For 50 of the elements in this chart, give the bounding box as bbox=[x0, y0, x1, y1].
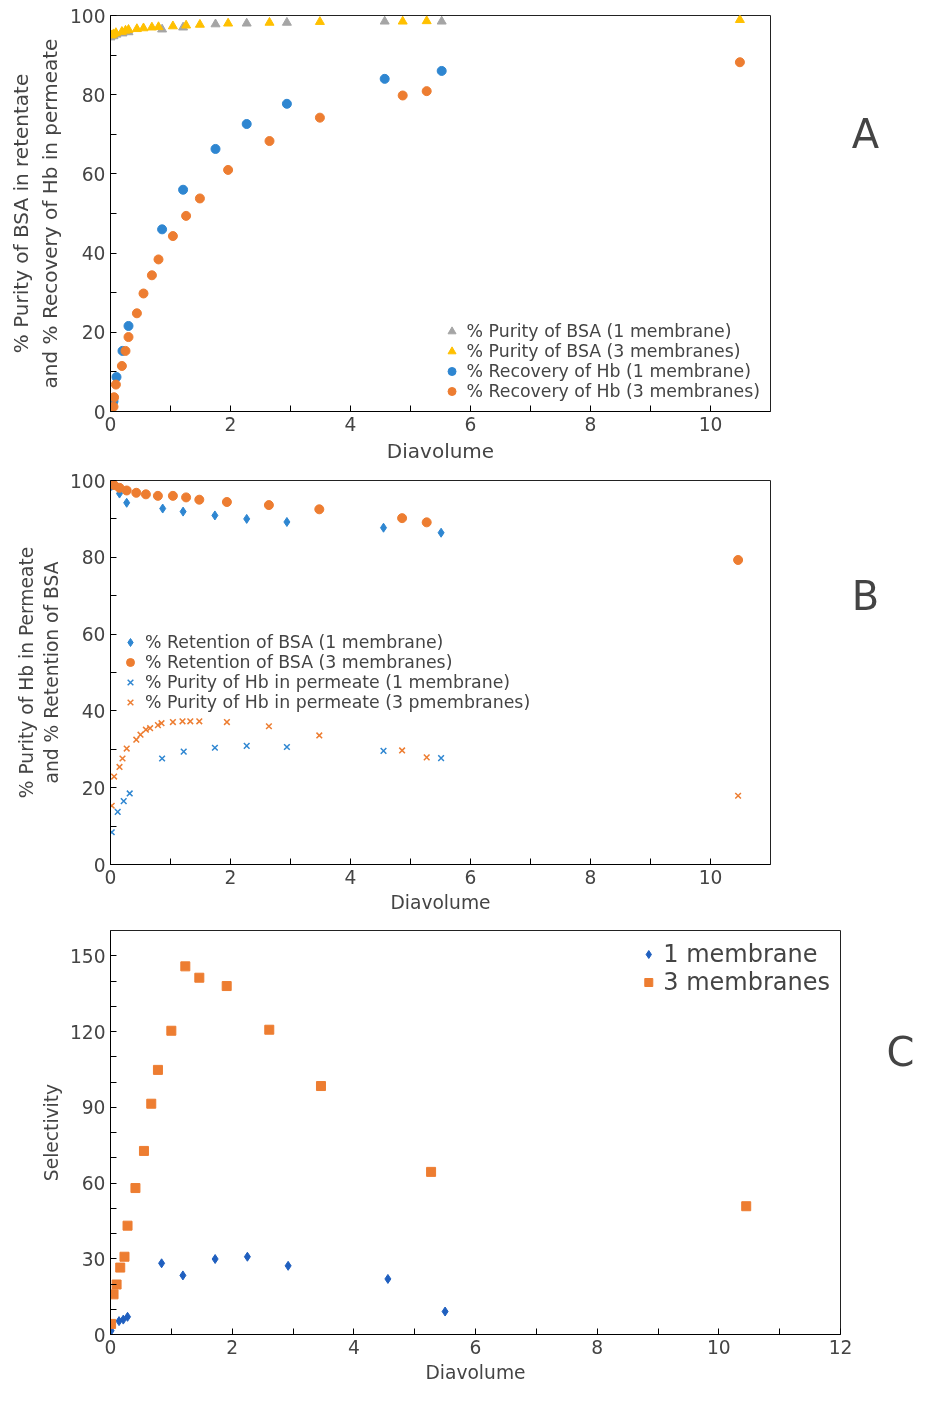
x-tick-label: 6 bbox=[469, 1336, 482, 1358]
y-tick-label: 30 bbox=[81, 1248, 106, 1270]
y-tick-label: 60 bbox=[81, 163, 106, 185]
y-tick-label: 100 bbox=[69, 470, 106, 492]
x-axis-title: Diavolume bbox=[390, 891, 491, 913]
legend-label: % Purity of Hb in permeate (1 membrane) bbox=[145, 672, 511, 692]
y-tick-label: 120 bbox=[69, 1021, 106, 1043]
x-tick-label: 4 bbox=[344, 413, 357, 435]
x-axis-title: Diavolume bbox=[386, 438, 495, 463]
x-tick-label: 2 bbox=[224, 413, 237, 435]
y-tick-label: 100 bbox=[69, 5, 106, 27]
legend-label: % Purity of Hb in permeate (3 pmembranes) bbox=[145, 692, 531, 712]
x-tick-label: 2 bbox=[224, 866, 237, 888]
text: B bbox=[851, 572, 880, 619]
x-tick-label: 8 bbox=[591, 1336, 604, 1358]
legend-label: % Purity of BSA (3 membranes) bbox=[466, 341, 741, 361]
y-tick-label: 60 bbox=[81, 1173, 106, 1194]
legend-label: 1 membrane bbox=[663, 940, 818, 968]
legend-label: % Retention of BSA (1 membrane) bbox=[145, 632, 444, 652]
y-tick-label: 20 bbox=[81, 777, 106, 799]
x-tick-label: 10 bbox=[698, 413, 723, 435]
legend-label: % Recovery of Hb (3 membranes) bbox=[466, 381, 760, 401]
x-tick-label: 10 bbox=[698, 866, 723, 888]
legend-label: % Recovery of Hb (1 membrane) bbox=[466, 361, 751, 381]
x-tick-label: 12 bbox=[828, 1336, 853, 1358]
x-tick-label: 6 bbox=[464, 866, 477, 888]
x-tick-label: 8 bbox=[584, 866, 597, 888]
legend-label: % Purity of BSA (1 membrane) bbox=[466, 321, 732, 341]
y-tick-label: 40 bbox=[81, 243, 106, 265]
x-tick-label: 10 bbox=[706, 1336, 731, 1358]
legend-label: 3 membranes bbox=[663, 968, 830, 996]
y-tick-label: 90 bbox=[81, 1097, 106, 1119]
x-tick-label: 8 bbox=[584, 413, 597, 435]
y-axis-title: % Purity of BSA in retentate and % Recovery of Hb in permeate bbox=[9, 38, 62, 389]
x-tick-label: 6 bbox=[464, 413, 477, 435]
y-tick-label: 60 bbox=[81, 624, 106, 646]
y-tick-label: 150 bbox=[69, 945, 106, 967]
x-tick-label: 4 bbox=[344, 866, 357, 888]
legend-label: % Retention of BSA (3 membranes) bbox=[145, 652, 453, 672]
y-axis-title: % Purity of Hb in Permeate and % Retention of BSA bbox=[15, 546, 62, 799]
y-axis-title: Selectivity bbox=[40, 1083, 62, 1182]
y-tick-label: 40 bbox=[81, 700, 106, 722]
y-tick-label: 80 bbox=[81, 84, 106, 106]
x-axis-title: Diavolume bbox=[425, 1361, 526, 1383]
x-tick-label: 2 bbox=[226, 1336, 239, 1358]
text: A bbox=[851, 111, 880, 158]
y-tick-label: 80 bbox=[81, 547, 106, 569]
x-tick-label: 4 bbox=[347, 1336, 360, 1358]
text: C bbox=[886, 1028, 915, 1075]
y-tick-label: 20 bbox=[81, 322, 106, 344]
